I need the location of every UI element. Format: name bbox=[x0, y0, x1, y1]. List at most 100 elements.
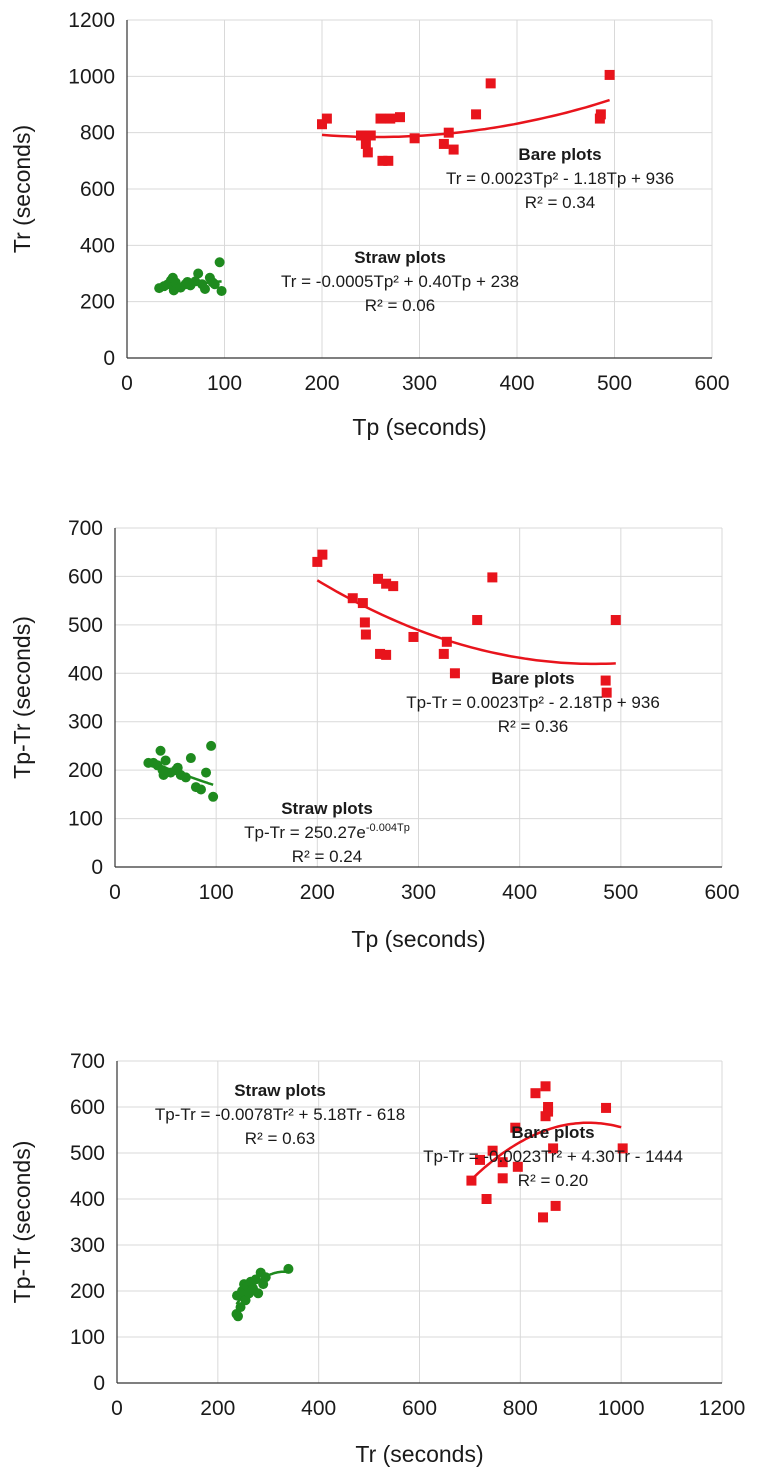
data-point bbox=[550, 1200, 561, 1211]
x-tick-label: 100 bbox=[199, 881, 234, 904]
data-point bbox=[617, 1143, 628, 1154]
y-tick-label: 0 bbox=[91, 856, 103, 879]
annotation-title: Bare plots bbox=[511, 1123, 594, 1142]
y-tick-label: 800 bbox=[80, 122, 115, 145]
data-point bbox=[182, 276, 193, 287]
data-point bbox=[201, 767, 212, 778]
data-point bbox=[601, 1102, 612, 1113]
x-tick-label: 0 bbox=[111, 1397, 123, 1420]
x-axis-label: Tr (seconds) bbox=[355, 1441, 483, 1467]
data-point bbox=[359, 617, 370, 628]
x-tick-label: 600 bbox=[694, 372, 729, 395]
data-point bbox=[193, 268, 204, 279]
data-point bbox=[235, 1302, 246, 1313]
annotation-title: Straw plots bbox=[354, 248, 446, 267]
data-point bbox=[317, 549, 328, 560]
y-tick-label: 700 bbox=[68, 517, 103, 540]
annotation-equation-text: Tp-Tr = 0.0023Tp² - 2.18Tp + 936 bbox=[406, 693, 660, 712]
annotation-title: Bare plots bbox=[491, 669, 574, 688]
data-point bbox=[595, 109, 606, 120]
data-point bbox=[160, 755, 171, 766]
x-tick-label: 200 bbox=[304, 372, 339, 395]
annotation-r2: R² = 0.06 bbox=[365, 296, 435, 315]
annotation-equation-text: Tr = -0.0005Tp² + 0.40Tp + 238 bbox=[281, 272, 519, 291]
annotation-equation-text: Tp-Tr = -0.0078Tr² + 5.18Tr - 618 bbox=[155, 1105, 405, 1124]
data-point bbox=[438, 138, 449, 149]
data-point bbox=[381, 578, 392, 589]
annotation-r2: R² = 0.36 bbox=[498, 717, 568, 736]
y-tick-label: 700 bbox=[70, 1050, 105, 1073]
annotation-equation-text: Tp-Tr = -0.0023Tr² + 4.30Tr - 1444 bbox=[423, 1147, 683, 1166]
x-axis-label: Tp (seconds) bbox=[351, 926, 485, 952]
x-tick-label: 500 bbox=[603, 881, 638, 904]
x-tick-label: 400 bbox=[301, 1397, 336, 1420]
x-tick-label: 300 bbox=[401, 881, 436, 904]
data-point bbox=[365, 130, 376, 141]
y-tick-label: 500 bbox=[70, 1142, 105, 1165]
annotation-equation-text: Tp-Tr = 250.27e bbox=[244, 823, 366, 842]
annotation-title: Bare plots bbox=[518, 145, 601, 164]
data-point bbox=[487, 572, 498, 583]
x-tick-label: 400 bbox=[502, 881, 537, 904]
data-point bbox=[216, 285, 227, 296]
data-point bbox=[466, 1175, 477, 1186]
y-tick-label: 1000 bbox=[68, 65, 115, 88]
y-tick-label: 1200 bbox=[68, 9, 115, 32]
x-tick-label: 800 bbox=[503, 1397, 538, 1420]
chart-tptr-vs-tp: 0 100 200 300 400 500 600 0 100 200 300 400 500 600 70… bbox=[9, 517, 740, 952]
annotation-equation: Tp-Tr = 250.27e-0.004Tp bbox=[244, 822, 410, 842]
data-point bbox=[317, 119, 327, 130]
data-point bbox=[388, 581, 399, 592]
data-point bbox=[449, 668, 460, 679]
data-point bbox=[362, 147, 373, 158]
y-tick-label: 500 bbox=[68, 614, 103, 637]
data-point bbox=[395, 112, 405, 123]
y-tick-label: 300 bbox=[70, 1234, 105, 1257]
annotation-equation: Tr = -0.0005Tp² + 0.40Tp + 238 bbox=[281, 272, 519, 291]
data-point bbox=[475, 1154, 485, 1165]
data-point bbox=[497, 1157, 508, 1168]
y-tick-label: 100 bbox=[70, 1326, 105, 1349]
y-tick-label: 400 bbox=[68, 662, 103, 685]
x-tick-label: 600 bbox=[704, 881, 739, 904]
y-tick-label: 300 bbox=[68, 711, 103, 734]
x-tick-label: 200 bbox=[300, 881, 335, 904]
x-tick-label: 500 bbox=[597, 372, 632, 395]
y-tick-label: 400 bbox=[70, 1188, 105, 1211]
data-point bbox=[604, 69, 615, 80]
annotation-r2: R² = 0.24 bbox=[292, 847, 362, 866]
y-tick-label: 0 bbox=[93, 1372, 105, 1395]
y-tick-label: 100 bbox=[68, 808, 103, 831]
data-point bbox=[441, 636, 452, 647]
data-point bbox=[250, 1274, 261, 1285]
x-tick-label: 600 bbox=[402, 1397, 437, 1420]
y-tick-label: 200 bbox=[68, 759, 103, 782]
annotation-title: Straw plots bbox=[281, 799, 373, 818]
data-point bbox=[233, 1311, 243, 1322]
x-tick-label: 300 bbox=[402, 372, 437, 395]
annotation-equation-text: Tr = 0.0023Tp² - 1.18Tp + 936 bbox=[446, 169, 674, 188]
data-point bbox=[409, 133, 420, 144]
data-point bbox=[385, 113, 396, 124]
data-point bbox=[321, 113, 332, 124]
data-point bbox=[600, 675, 611, 686]
y-tick-label: 200 bbox=[70, 1280, 105, 1303]
data-point bbox=[543, 1102, 554, 1112]
annotation-equation: Tp-Tr = -0.0023Tr² + 4.30Tr - 1444 bbox=[423, 1147, 683, 1166]
data-point bbox=[356, 130, 366, 141]
annotation-r2: R² = 0.34 bbox=[525, 193, 595, 212]
data-point bbox=[312, 556, 323, 567]
y-tick-label: 0 bbox=[103, 347, 115, 370]
data-point bbox=[206, 740, 217, 751]
data-point bbox=[548, 1143, 559, 1154]
data-point bbox=[471, 109, 482, 120]
data-point bbox=[381, 649, 392, 660]
annotation-equation: Tr = 0.0023Tp² - 1.18Tp + 936 bbox=[446, 169, 674, 188]
y-axis-label: Tr (seconds) bbox=[9, 125, 35, 253]
data-point bbox=[360, 138, 371, 149]
data-point bbox=[383, 155, 394, 166]
data-point bbox=[260, 1272, 271, 1283]
data-point bbox=[530, 1088, 541, 1099]
x-tick-label: 100 bbox=[207, 372, 242, 395]
y-tick-label: 200 bbox=[80, 291, 115, 314]
